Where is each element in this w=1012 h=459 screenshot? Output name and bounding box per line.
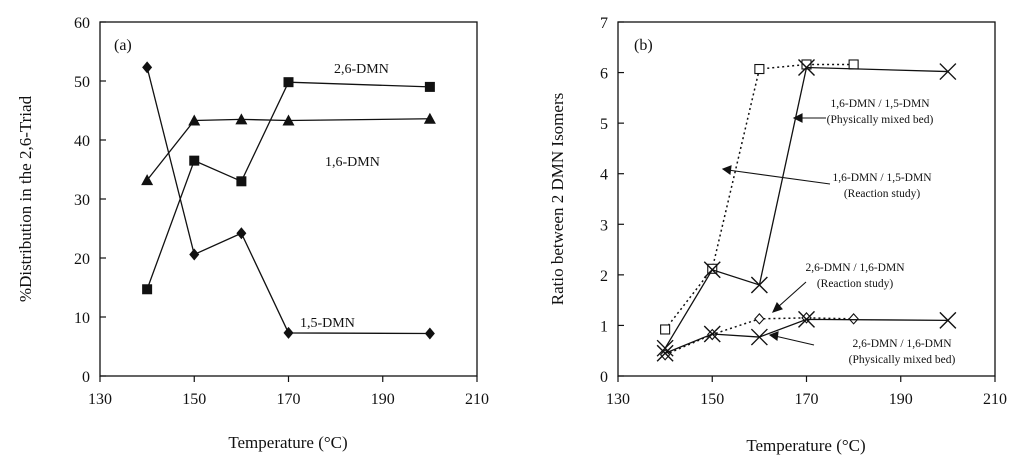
chart-a-y-tick-label: 0 [82,369,90,386]
chart-b-series-2-point [939,63,957,81]
chart-b-panel-label: (b) [634,37,653,54]
chart-b-series-3-point [801,312,812,324]
chart-a-y-tick-label: 30 [74,192,90,209]
chart-a-y-tick-label: 40 [74,133,90,150]
annotation-arrows [721,113,831,346]
chart-a-series-2-point [188,114,201,126]
chart-a-series-2-line [146,118,430,181]
annotation-3: 2,6-DMN / 1,6-DMN (Reaction study) [805,262,905,290]
chart-a-series-2-point [282,114,295,126]
chart-a-series-2-point [423,112,436,124]
chart-b-series-2-point [656,339,674,357]
chart-a-series-2-point [141,174,154,186]
svg-text:(Physically mixed bed): (Physically mixed bed) [849,354,956,366]
chart-b-series-1-point [707,263,718,274]
annotation-4: 2,6-DMN / 1,6-DMN (Physically mixed bed) [849,338,956,366]
series-label-2-6-dmn: 2,6-DMN [334,62,389,77]
chart-b-series-1 [660,59,859,335]
chart-a-series-1-point [189,155,200,166]
chart-a-series-3-point [189,248,200,261]
chart-a-series-3-line [146,67,430,335]
chart-a-x-tick-label: 170 [277,391,301,408]
chart-a-series-1-line [146,81,430,290]
chart-b-series-2 [656,59,957,357]
chart-a-x-tick-label: 130 [88,391,112,408]
chart-b-series-2-point [798,59,815,77]
chart-a-plot-frame [99,21,478,377]
chart-a-series [141,61,436,340]
chart-b-y-tick-label: 6 [600,66,608,83]
chart-a-x-tick-label: 150 [182,391,206,408]
chart-a-series-1 [142,77,435,295]
chart-b-x-tick-label: 170 [795,391,819,408]
chart-b-x-tick-label: 130 [606,391,630,408]
chart-b-series-4-point [703,325,721,343]
chart-b: 130 150 170 190 210 0 1 2 3 4 5 6 7 (b) Temperature … [548,15,1007,455]
chart-a-series-1-point [142,284,153,295]
chart-a-y-axis-label: %Distribution in the 2,6-Triad [16,95,35,302]
svg-text:1,6-DMN / 1,5-DMN: 1,6-DMN / 1,5-DMN [830,98,930,110]
chart-b-series-1-point [754,63,765,75]
svg-text:2,6-DMN / 1,6-DMN: 2,6-DMN / 1,6-DMN [805,262,905,274]
chart-a-series-2 [141,112,436,186]
chart-b-series-4-point [750,328,768,346]
svg-text:(Reaction study): (Reaction study) [817,278,893,290]
chart-b-y-tick-label: 3 [600,217,608,234]
chart-a-series-3-point [424,327,435,340]
chart-a-series-1-point [283,77,294,88]
chart-b-series-4-point [939,311,957,329]
chart-a-series-3 [142,61,435,340]
chart-b-series-4-point [798,310,815,328]
chart-b-y-tick-label: 0 [600,369,608,386]
chart-b-y-tick-label: 4 [600,167,608,184]
chart-a-series-3-point [283,326,294,339]
chart-a: 130 150 170 190 210 0 10 20 30 40 50 60 (a) Tempera… [16,15,489,452]
chart-a-y-tick-label: 10 [74,310,90,327]
series-label-1-6-dmn: 1,6-DMN [325,155,380,170]
chart-b-y-tick-label: 5 [600,116,608,133]
chart-a-series-1-point [424,81,435,92]
chart-b-x-tick-label: 150 [700,391,724,408]
chart-a-y-tick-label: 50 [74,74,90,91]
chart-b-x-tick-label: 190 [889,391,913,408]
chart-a-x-tick-label: 210 [465,391,489,408]
chart-a-axes: 130 150 170 190 210 0 10 20 30 40 50 60 [74,15,489,408]
chart-a-x-axis-label: Temperature (°C) [228,433,347,452]
annotation-1: 1,6-DMN / 1,5-DMN (Physically mixed bed) [827,98,934,126]
chart-b-y-tick-label: 1 [600,318,608,335]
chart-a-series-1-point [236,176,247,187]
svg-text:2,6-DMN / 1,6-DMN: 2,6-DMN / 1,6-DMN [852,338,952,350]
chart-b-x-axis-label: Temperature (°C) [746,436,865,455]
chart-a-series-2-point [235,113,248,125]
annotation-2: 1,6-DMN / 1,5-DMN (Reaction study) [832,172,932,200]
chart-b-series-3-point [754,313,765,325]
svg-text:(Physically mixed bed): (Physically mixed bed) [827,114,934,126]
chart-a-series-3-point [142,61,153,74]
chart-b-y-tick-label: 2 [600,268,608,285]
chart-a-series-3-point [236,227,247,240]
chart-b-series-1-point [660,324,671,335]
chart-b-y-tick-label: 7 [600,15,608,32]
chart-b-y-axis-label: Ratio between 2 DMN Isomers [548,93,567,305]
chart-a-x-tick-label: 190 [371,391,395,408]
chart-b-series-1-point [848,59,859,70]
chart-b-axes: 130 150 170 190 210 0 1 2 3 4 5 6 7 [600,15,1007,408]
chart-b-series-2-point [703,261,721,279]
chart-a-panel-label: (a) [114,37,132,54]
svg-text:1,6-DMN / 1,5-DMN: 1,6-DMN / 1,5-DMN [832,172,932,184]
chart-b-x-tick-label: 210 [983,391,1007,408]
series-label-1-5-dmn: 1,5-DMN [300,316,355,331]
chart-b-series [656,59,957,362]
chart-a-y-tick-label: 20 [74,251,90,268]
chart-b-series-2-point [750,276,768,294]
chart-a-y-tick-label: 60 [74,15,90,32]
chart-b-series-3-point [848,313,859,325]
chart-b-series-4 [656,310,957,362]
svg-text:(Reaction study): (Reaction study) [844,188,920,200]
chart-b-series-4-point [656,344,674,362]
chart-b-series-1-line [664,63,854,330]
